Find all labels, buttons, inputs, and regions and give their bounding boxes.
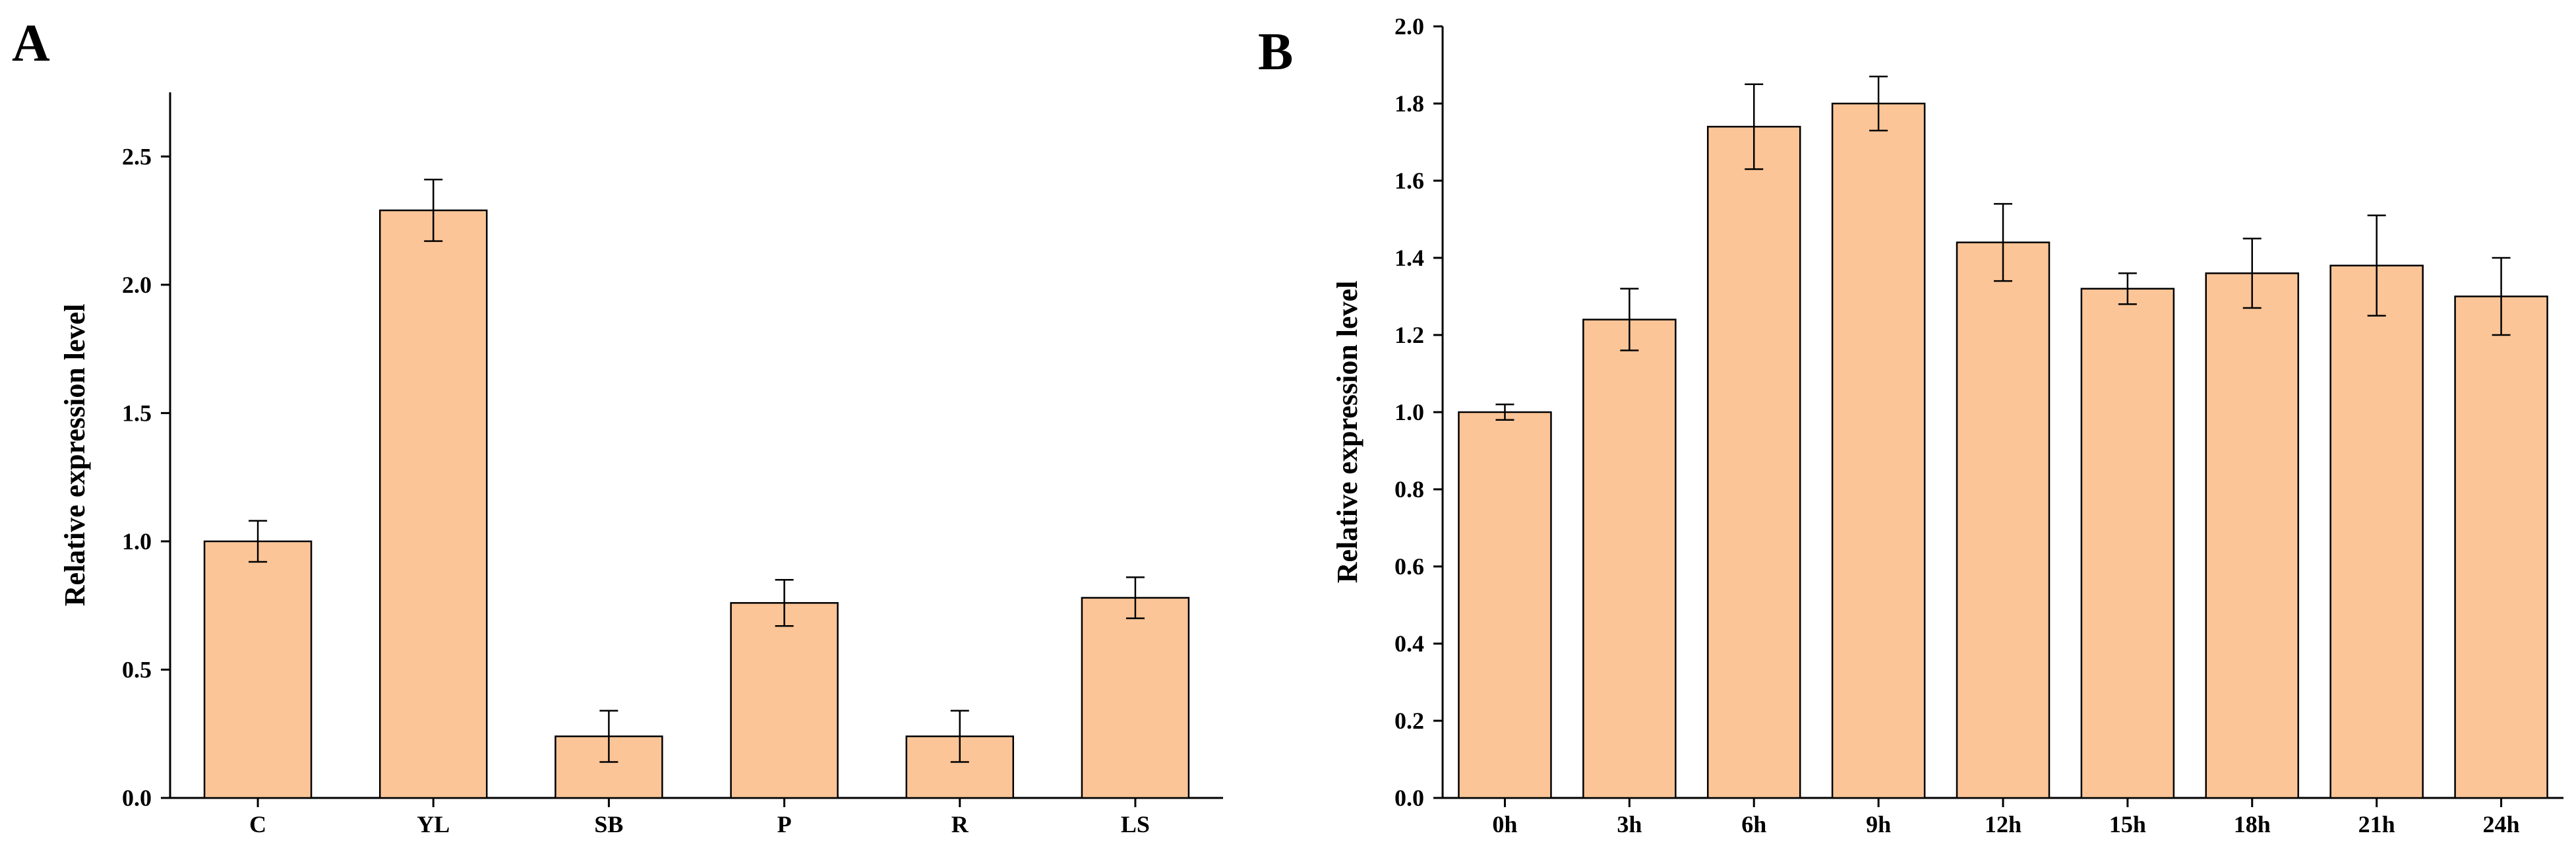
y-tick-label: 0.4 (1394, 630, 1424, 657)
panel-a-y-ticks: 0.0 0.5 1.0 1.5 2.0 2.5 (122, 143, 170, 811)
panel-b: B Relative expression level 0.0 0.2 0.4 0.6… (1258, 13, 2563, 837)
x-tick-label: 6h (1741, 811, 1766, 837)
bar (1081, 597, 1190, 799)
y-tick-label: 1.4 (1394, 245, 1424, 271)
x-tick-label: 0h (1492, 811, 1517, 837)
bar (1582, 319, 1677, 799)
panel-a-letter: A (12, 15, 50, 73)
x-tick-label: 21h (2358, 811, 2395, 837)
panel-b-letter: B (1258, 23, 1293, 81)
x-tick-label: P (777, 811, 792, 837)
bar (2080, 288, 2175, 799)
bar (1706, 125, 1801, 799)
panel-a-x-ticks: C YL SB P R LS (249, 798, 1150, 837)
panel-b-error-bars (1495, 75, 2511, 421)
panel-b-y-axis-label: Relative expression level (1331, 281, 1363, 584)
bar (2329, 264, 2424, 799)
bar (1458, 411, 1552, 799)
x-tick-label: 9h (1866, 811, 1891, 837)
y-tick-label: 2.0 (122, 272, 152, 298)
y-tick-label: 0.0 (122, 785, 152, 811)
panel-b-bars (1458, 102, 2548, 799)
x-tick-label: 3h (1617, 811, 1642, 837)
x-tick-label: C (249, 811, 266, 837)
bar (1956, 241, 2051, 799)
x-tick-label: 15h (2109, 811, 2146, 837)
x-tick-label: YL (417, 811, 450, 837)
x-tick-label: 12h (1985, 811, 2022, 837)
panel-a-error-bars (249, 179, 1145, 763)
panel-a: A Relative expression level 0.0 0.5 1.0 1.5… (12, 15, 1223, 837)
panel-a-axes (169, 92, 1223, 799)
x-tick-label: SB (594, 811, 623, 837)
y-tick-label: 1.0 (1394, 399, 1424, 425)
y-tick-label: 0.5 (122, 656, 152, 683)
bar (730, 602, 839, 799)
x-tick-label: 24h (2483, 811, 2520, 837)
x-tick-label: LS (1121, 811, 1150, 837)
bar (2454, 295, 2548, 799)
y-tick-label: 0.2 (1394, 708, 1424, 734)
y-tick-label: 1.8 (1394, 90, 1424, 117)
y-tick-label: 1.0 (122, 528, 152, 555)
y-tick-label: 1.5 (122, 400, 152, 426)
panel-a-y-axis-label: Relative expression level (59, 304, 91, 607)
panel-b-y-ticks: 0.0 0.2 0.4 0.6 0.8 1.0 1.2 1.4 1.6 1.8 2.0 (1394, 13, 1443, 811)
y-tick-label: 2.5 (122, 143, 152, 169)
y-tick-label: 1.6 (1394, 167, 1424, 194)
bar (2205, 272, 2300, 799)
x-tick-label: R (951, 811, 969, 837)
y-tick-label: 0.8 (1394, 476, 1424, 502)
y-tick-label: 0.0 (1394, 785, 1424, 811)
bar (1831, 102, 1926, 799)
panel-a-bars (203, 209, 1190, 799)
bar (379, 209, 488, 799)
y-tick-label: 1.2 (1394, 322, 1424, 348)
bar (203, 540, 313, 799)
x-tick-label: 18h (2234, 811, 2271, 837)
y-tick-label: 0.6 (1394, 553, 1424, 580)
panel-b-x-ticks: 0h 3h 6h 9h 12h 15h 18h 21h 24h (1492, 798, 2520, 837)
y-tick-label: 2.0 (1394, 13, 1424, 40)
